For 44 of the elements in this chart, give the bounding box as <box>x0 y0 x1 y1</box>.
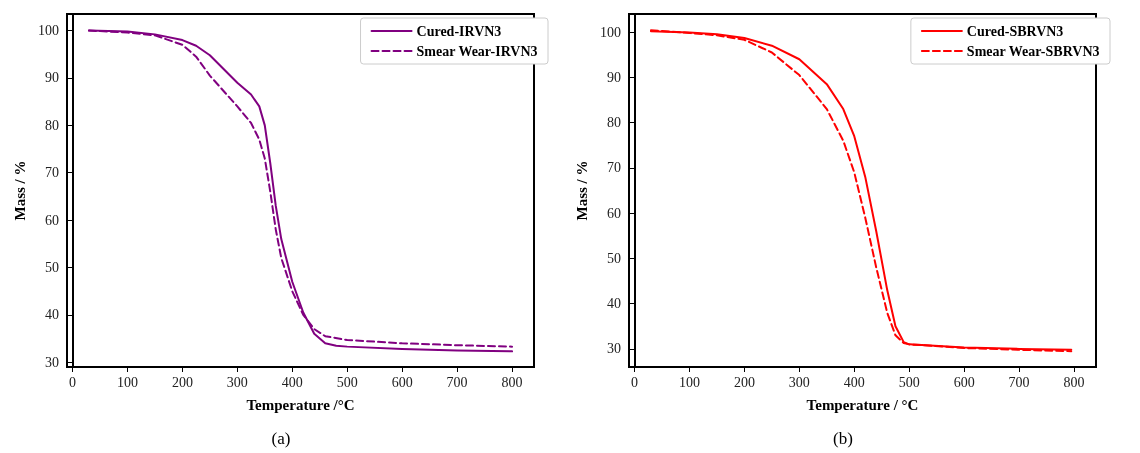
y-tick-label: 60 <box>607 205 621 221</box>
legend-label: Smear Wear-IRVN3 <box>416 43 538 59</box>
y-axis-title: Mass / % <box>11 160 28 221</box>
x-tick-label: 100 <box>116 374 138 390</box>
y-tick-label: 40 <box>607 296 621 312</box>
y-tick-label: 50 <box>45 260 59 275</box>
y-tick-label: 70 <box>607 160 621 176</box>
y-tick-label: 100 <box>600 24 621 40</box>
x-tick-label: 200 <box>733 374 755 390</box>
x-tick-label: 800 <box>501 374 523 390</box>
x-axis-title: Temperature /°C <box>246 396 355 413</box>
text: (a) <box>271 429 291 448</box>
y-tick-label: 70 <box>45 165 59 181</box>
y-axis-title: Mass / % <box>573 160 590 221</box>
x-axis-title: Temperature / °C <box>806 396 919 413</box>
y-tick-label: 30 <box>607 341 621 357</box>
legend-label: Cured-SBRVN3 <box>966 23 1064 39</box>
x-tick-label: 200 <box>171 374 193 390</box>
x-tick-label: 500 <box>336 374 358 390</box>
y-tick-label: 90 <box>607 69 621 85</box>
legend-label: Cured-IRVN3 <box>416 23 502 39</box>
x-tick-label: 400 <box>281 374 303 390</box>
y-tick-label: 80 <box>45 117 59 133</box>
y-tick-label: 40 <box>45 307 59 323</box>
y-tick-label: 80 <box>607 115 621 131</box>
text: (b) <box>833 429 853 448</box>
x-tick-label: 0 <box>630 374 638 390</box>
x-tick-label: 800 <box>1063 374 1085 390</box>
legend-label: Smear Wear-SBRVN3 <box>966 43 1100 59</box>
x-tick-label: 300 <box>788 374 810 390</box>
x-tick-label: 300 <box>226 374 248 390</box>
x-tick-label: 100 <box>678 374 700 390</box>
y-tick-label: 60 <box>45 212 59 228</box>
x-tick-label: 500 <box>898 374 920 390</box>
y-tick-label: 30 <box>45 354 59 370</box>
x-tick-label: 0 <box>68 374 76 390</box>
x-tick-label: 600 <box>953 374 975 390</box>
x-tick-label: 600 <box>391 374 413 390</box>
x-tick-label: 400 <box>843 374 865 390</box>
y-tick-label: 100 <box>38 23 59 39</box>
y-tick-label: 50 <box>607 250 621 266</box>
y-tick-label: 90 <box>45 70 59 86</box>
x-tick-label: 700 <box>446 374 468 390</box>
x-tick-label: 700 <box>1008 374 1030 390</box>
